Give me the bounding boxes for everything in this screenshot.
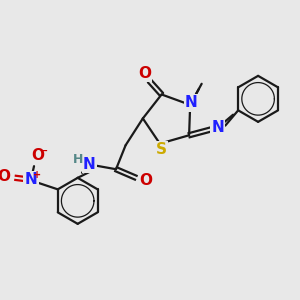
Text: N: N: [212, 120, 224, 135]
Text: O: O: [31, 148, 44, 163]
Text: N: N: [185, 95, 197, 110]
Text: O: O: [0, 169, 11, 184]
Text: S: S: [156, 142, 167, 157]
Text: −: −: [40, 146, 48, 156]
Text: +: +: [33, 170, 41, 180]
Text: H: H: [73, 153, 83, 166]
Text: O: O: [139, 173, 152, 188]
Text: O: O: [138, 66, 151, 81]
Text: N: N: [25, 172, 37, 187]
Text: N: N: [83, 157, 96, 172]
